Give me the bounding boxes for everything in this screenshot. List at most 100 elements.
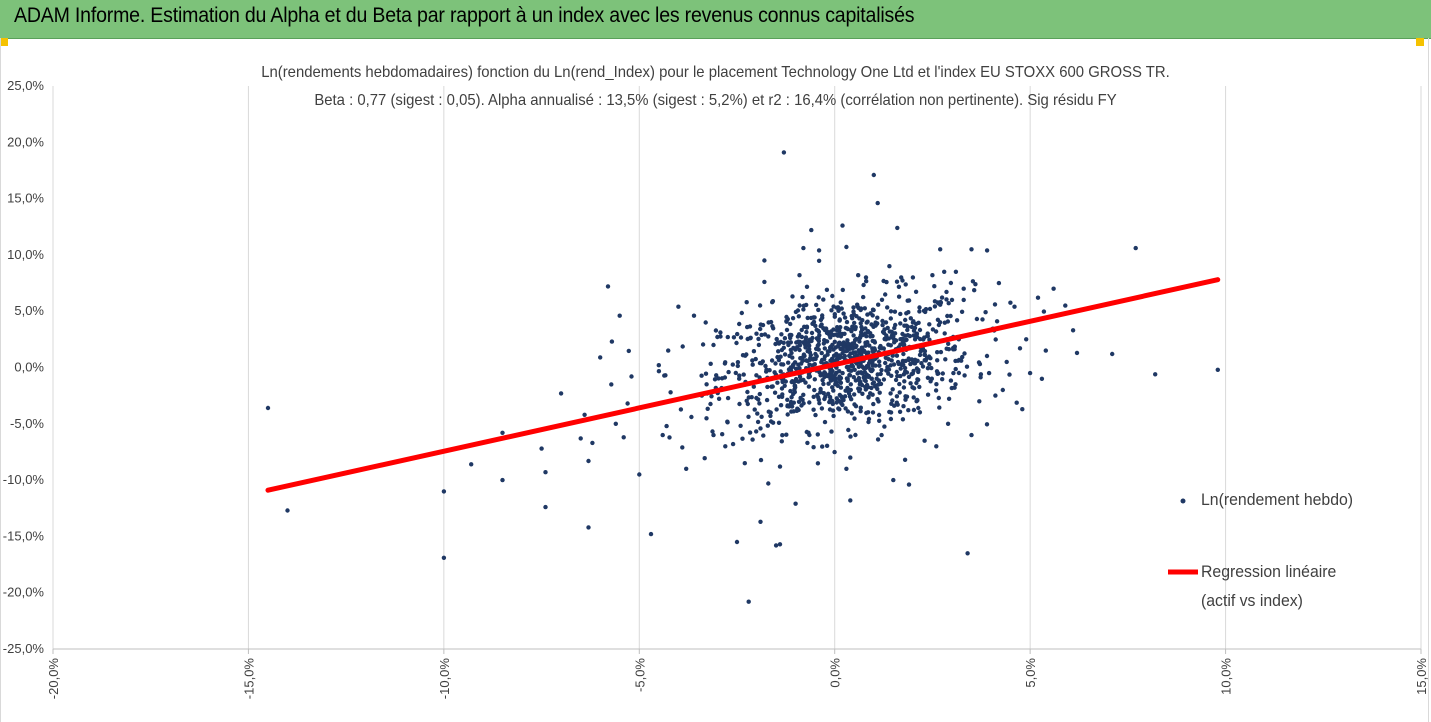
data-point: [944, 289, 949, 295]
data-point: [773, 341, 778, 347]
data-point: [796, 314, 801, 319]
data-point: [815, 461, 821, 466]
data-point: [850, 341, 855, 346]
data-point: [807, 400, 812, 405]
data-point: [590, 440, 595, 446]
data-point: [917, 327, 923, 333]
data-point: [772, 370, 777, 375]
data-point: [946, 396, 952, 401]
data-point: [797, 347, 802, 353]
data-point: [864, 279, 869, 284]
data-point: [844, 244, 849, 250]
data-point: [851, 350, 856, 356]
data-point: [996, 280, 1002, 286]
data-point: [879, 346, 884, 351]
data-point: [826, 391, 831, 396]
data-point: [1014, 400, 1019, 405]
data-point: [829, 374, 834, 380]
data-point: [613, 421, 618, 426]
data-point: [789, 409, 794, 414]
data-point: [842, 315, 848, 320]
data-point: [818, 386, 823, 392]
data-point: [908, 316, 913, 321]
data-point: [725, 334, 730, 340]
data-point: [586, 525, 591, 530]
data-point: [784, 432, 789, 437]
data-point: [762, 332, 768, 337]
data-point: [875, 315, 880, 320]
data-point: [870, 333, 875, 339]
data-point: [900, 417, 906, 422]
data-point: [910, 385, 915, 390]
data-point: [866, 361, 872, 366]
y-tick-label: -10,0%: [3, 472, 45, 487]
data-point: [793, 347, 798, 352]
data-point: [824, 287, 830, 292]
data-point: [734, 340, 739, 346]
data-point: [942, 269, 947, 274]
data-point: [829, 308, 834, 313]
data-point: [755, 411, 760, 416]
data-point: [849, 327, 854, 332]
data-point: [908, 381, 913, 386]
data-point: [867, 343, 872, 348]
data-point: [750, 358, 755, 363]
data-point: [667, 435, 672, 440]
data-point: [846, 427, 851, 433]
data-point: [772, 390, 778, 395]
data-point: [852, 367, 857, 372]
data-point: [901, 385, 907, 390]
data-point: [880, 318, 885, 324]
data-point: [831, 388, 836, 393]
data-point: [820, 378, 825, 383]
data-point: [726, 369, 731, 375]
data-point: [730, 362, 735, 367]
data-point: [813, 351, 818, 357]
data-point: [760, 322, 766, 328]
data-point: [799, 334, 805, 340]
data-point: [786, 360, 791, 365]
data-point: [775, 380, 780, 385]
data-point: [766, 481, 771, 486]
data-point: [770, 299, 776, 304]
data-point: [699, 373, 704, 378]
x-tick-label: 10,0%: [1219, 658, 1234, 695]
data-point: [778, 403, 784, 408]
data-point: [813, 412, 818, 418]
data-point: [969, 432, 974, 438]
data-point: [911, 328, 917, 333]
data-point: [902, 379, 907, 384]
data-point: [757, 303, 763, 308]
data-point: [793, 309, 799, 315]
data-point: [895, 225, 900, 231]
data-point: [877, 363, 882, 368]
data-point: [935, 358, 940, 363]
data-point: [929, 376, 934, 381]
data-point: [888, 391, 893, 396]
data-point: [757, 391, 762, 397]
data-point: [1027, 370, 1033, 376]
data-point: [708, 361, 713, 366]
data-point: [906, 482, 912, 487]
data-point: [830, 385, 835, 390]
data-point: [890, 398, 895, 403]
data-point: [972, 288, 977, 293]
data-point: [823, 394, 828, 399]
data-point: [816, 397, 821, 402]
data-point: [883, 320, 889, 325]
data-point: [877, 359, 882, 364]
x-tick-label: 0,0%: [828, 658, 843, 688]
data-point: [857, 382, 862, 387]
data-point: [769, 358, 775, 363]
data-point: [927, 362, 932, 367]
data-point: [962, 351, 967, 356]
data-point: [265, 405, 271, 411]
data-point: [821, 297, 826, 302]
data-point: [855, 304, 860, 309]
data-point: [840, 370, 845, 376]
data-point: [933, 329, 939, 334]
data-point: [884, 279, 889, 285]
data-point: [848, 498, 853, 503]
data-point: [774, 336, 779, 342]
data-point: [822, 370, 828, 376]
